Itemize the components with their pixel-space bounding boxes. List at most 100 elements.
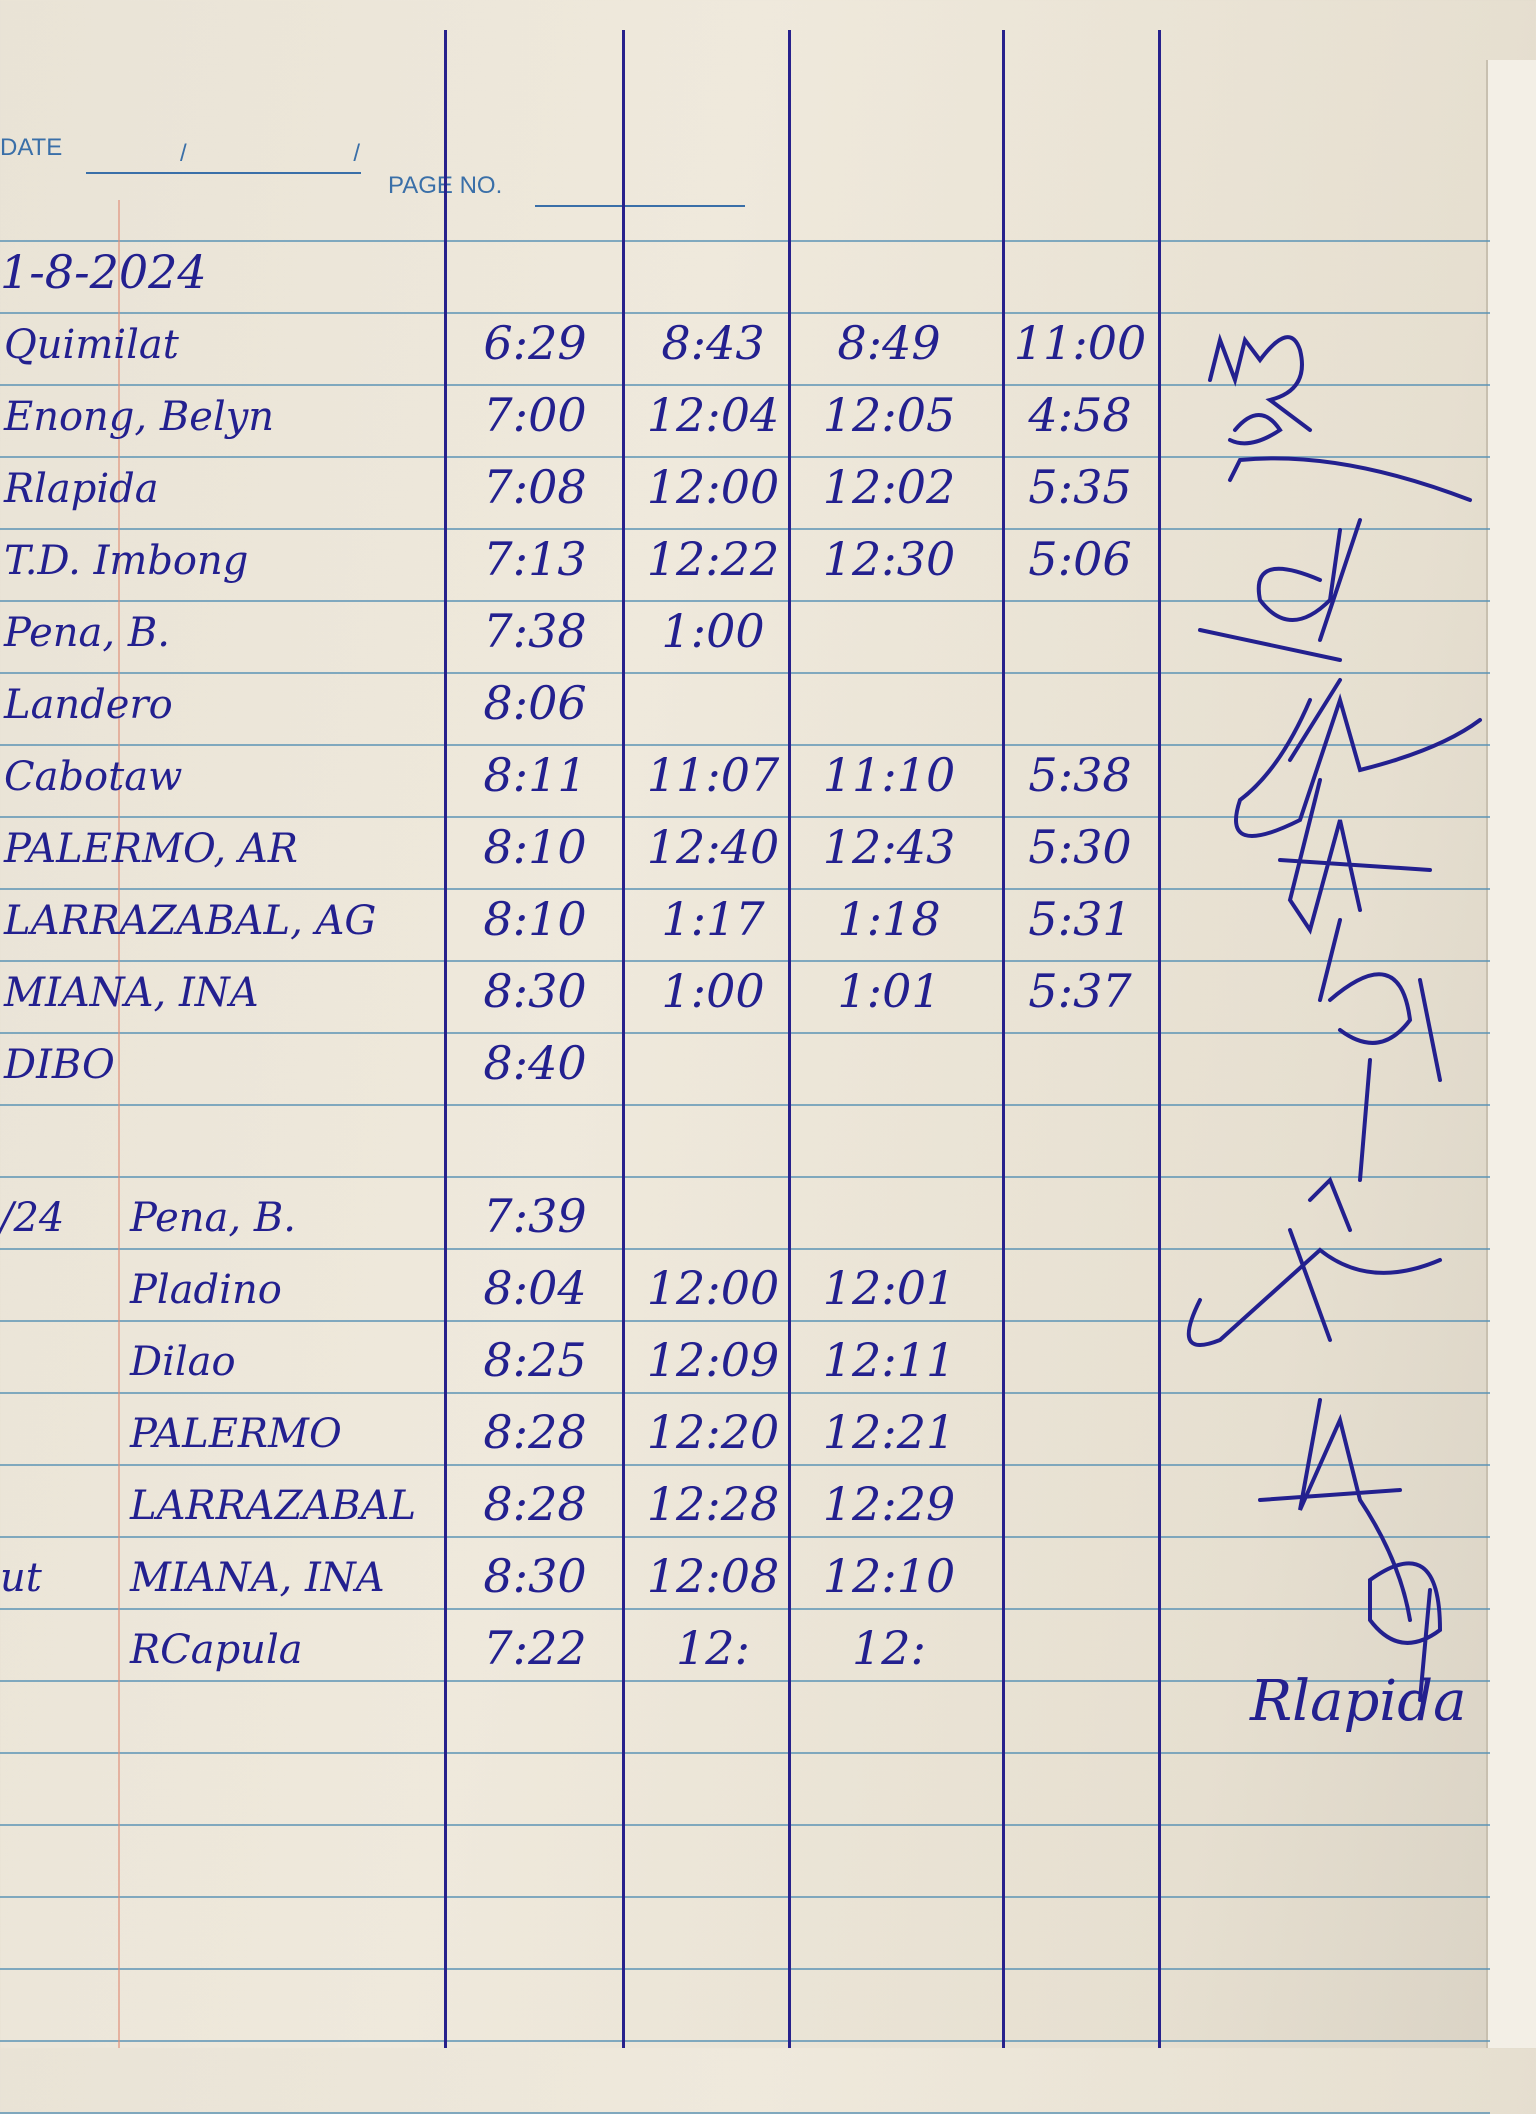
time-t1: 8:06 (483, 676, 587, 730)
time-t1: 6:29 (483, 316, 587, 370)
signature-mark (1368, 1561, 1443, 1702)
column-divider (444, 30, 447, 2048)
time-t1: 8:10 (483, 820, 587, 874)
ruled-line (0, 1176, 1490, 1178)
time-t4: 5:31 (1028, 892, 1132, 946)
ruled-line (0, 816, 1490, 818)
signature-mark (1198, 518, 1362, 662)
employee-name: Cabotaw (4, 754, 183, 800)
time-t1: 8:30 (483, 964, 587, 1018)
employee-name: PALERMO, AR (4, 826, 298, 872)
block2-date: /24 (0, 1195, 65, 1241)
margin-line (118, 200, 120, 2048)
time-t4: 5:30 (1028, 820, 1132, 874)
next-page-edge (1486, 60, 1536, 2048)
ruled-line (0, 456, 1490, 458)
time-t3: 12:29 (822, 1477, 956, 1531)
ruled-line (0, 1968, 1490, 1970)
date-line (86, 172, 361, 174)
time-t1: 8:40 (483, 1036, 587, 1090)
time-t3: 12:11 (822, 1333, 956, 1387)
time-t2: 12:08 (646, 1549, 780, 1603)
time-t4: 4:58 (1028, 388, 1132, 442)
time-t2: 12:09 (646, 1333, 780, 1387)
time-t4: 11:00 (1013, 316, 1147, 370)
ruled-line (0, 672, 1490, 674)
signature-mark (1186, 1228, 1442, 1347)
employee-name: Pena, B. (4, 610, 170, 656)
time-t1: 8:11 (483, 748, 587, 802)
time-t1: 7:00 (483, 388, 587, 442)
date-value: / / (180, 140, 441, 167)
employee-name: MIANA, INA (130, 1555, 385, 1601)
time-t2: 12:28 (646, 1477, 780, 1531)
time-t3: 12:02 (822, 460, 956, 514)
ruled-line (0, 1320, 1490, 1322)
signature-mark (1308, 1058, 1372, 1232)
employee-name: Quimilat (4, 322, 179, 368)
time-t3: 12:21 (822, 1405, 956, 1459)
time-t4: 5:37 (1028, 964, 1132, 1018)
time-t1: 8:04 (483, 1261, 587, 1315)
time-t2: 12: (675, 1621, 751, 1675)
employee-name: LARRAZABAL, AG (4, 898, 377, 944)
signature-mark (1258, 1398, 1412, 1622)
ruled-line (0, 960, 1490, 962)
time-t2: 12:00 (646, 460, 780, 514)
time-t1: 8:28 (483, 1405, 587, 1459)
ruled-line (0, 1464, 1490, 1466)
ruled-line (0, 1752, 1490, 1754)
column-divider (1002, 30, 1005, 2048)
block1-date: 1-8-2024 (0, 245, 207, 299)
row-note: ut (0, 1555, 42, 1601)
ruled-line (0, 1248, 1490, 1250)
time-t4: 5:06 (1028, 532, 1132, 586)
employee-name: Pena, B. (130, 1195, 296, 1241)
time-t1: 7:39 (483, 1189, 587, 1243)
time-t2: 12:00 (646, 1261, 780, 1315)
column-divider (788, 30, 791, 2048)
column-divider (622, 30, 625, 2048)
time-t4: 5:38 (1028, 748, 1132, 802)
signature-mark (1228, 413, 1472, 502)
ruled-line (0, 888, 1490, 890)
ruled-line (0, 240, 1490, 242)
signature-mark (1208, 333, 1312, 432)
ruled-line (0, 1824, 1490, 1826)
employee-name: DIBO (4, 1042, 115, 1088)
employee-name: Landero (4, 682, 173, 728)
time-t2: 12:22 (646, 532, 780, 586)
time-t3: 12:10 (822, 1549, 956, 1603)
date-label: DATE (0, 134, 63, 161)
time-t1: 8:10 (483, 892, 587, 946)
signature-rlapida: Rlapida (1249, 1669, 1466, 1734)
time-t3: 12:01 (822, 1261, 956, 1315)
employee-name: MIANA, INA (4, 970, 259, 1016)
employee-name: Rlapida (4, 466, 159, 512)
time-t3: 1:01 (837, 964, 941, 1018)
time-t2: 11:07 (646, 748, 780, 802)
employee-name: Pladino (130, 1267, 282, 1313)
ruled-line (0, 1392, 1490, 1394)
time-t2: 1:00 (661, 964, 765, 1018)
time-t2: 1:17 (661, 892, 765, 946)
employee-name: Enong, Belyn (4, 394, 275, 440)
column-divider (1158, 30, 1161, 2048)
page-no-line (535, 205, 745, 207)
employee-name: LARRAZABAL (130, 1483, 417, 1529)
time-t1: 7:08 (483, 460, 587, 514)
ruled-line (0, 1896, 1490, 1898)
time-t2: 12:04 (646, 388, 780, 442)
employee-name: Dilao (130, 1339, 236, 1385)
ruled-line (0, 2040, 1490, 2042)
employee-name: T.D. Imbong (4, 538, 249, 584)
time-t4: 5:35 (1028, 460, 1132, 514)
ruled-line (0, 312, 1490, 314)
time-t3: 1:18 (837, 892, 941, 946)
time-t2: 12:20 (646, 1405, 780, 1459)
time-t2: 1:00 (661, 604, 765, 658)
ruled-line (0, 1608, 1490, 1610)
time-t2: 12:40 (646, 820, 780, 874)
ruled-line (0, 1032, 1490, 1034)
time-t3: 12: (851, 1621, 927, 1675)
